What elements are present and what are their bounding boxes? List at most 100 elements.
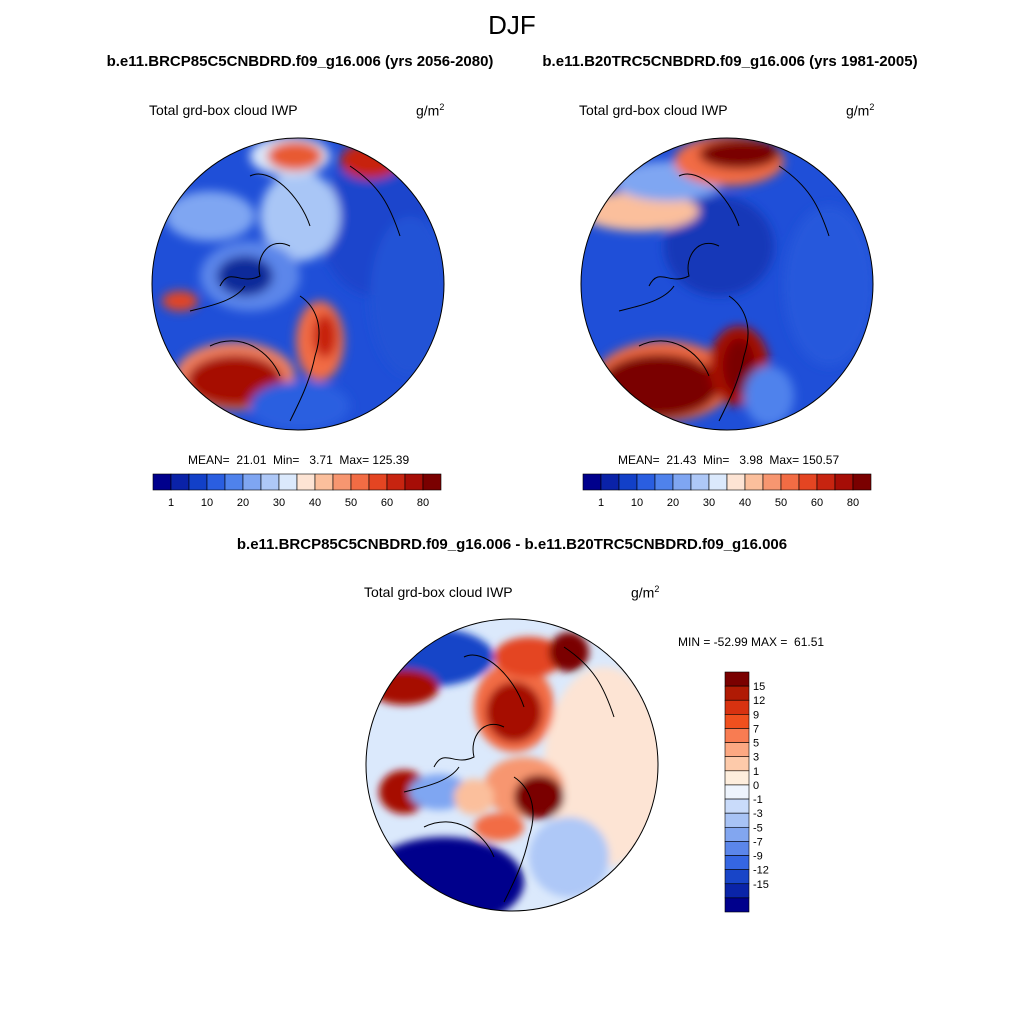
case-title-left: b.e11.BRCP85C5CNBDRD.f09_g16.006 (yrs 20… <box>106 53 494 70</box>
right-colorbar-label: 50 <box>775 497 787 509</box>
figure-title: DJF <box>488 10 536 40</box>
right-units-base: g/m <box>846 102 870 119</box>
left-variable-label: Total grd-box cloud IWP <box>149 102 298 118</box>
diff-colorbar-label: -7 <box>753 836 763 848</box>
left-polar-map <box>151 137 445 431</box>
left-colorbar-box <box>224 473 244 491</box>
diff-colorbar-box <box>724 699 750 715</box>
case-title-right: b.e11.B20TRC5CNBDRD.f09_g16.006 (yrs 198… <box>542 53 918 70</box>
diff-colorbar-label: 0 <box>753 780 759 792</box>
diff-colorbar-label: -15 <box>753 879 769 891</box>
left-units-label: g/m2 <box>416 102 444 119</box>
left-colorbar-label: 40 <box>309 497 321 509</box>
right-colorbar-box <box>672 473 692 491</box>
right-colorbar-box <box>690 473 710 491</box>
diff-colorbar-box <box>724 855 750 870</box>
right-variable-label: Total grd-box cloud IWP <box>579 102 728 118</box>
right-colorbar-box <box>834 473 854 491</box>
left-units-exp: 2 <box>439 102 445 112</box>
left-stats: MEAN= 21.01 Min= 3.71 Max= 125.39 <box>188 453 410 467</box>
diff-colorbar-label: 15 <box>753 681 765 693</box>
diff-colorbar-box <box>724 714 750 729</box>
left-colorbar-box <box>152 473 172 491</box>
diff-colorbar-label: -12 <box>753 865 769 877</box>
right-colorbar-label: 10 <box>631 497 643 509</box>
left-colorbar-label: 10 <box>201 497 213 509</box>
diff-colorbar-label: 7 <box>753 723 759 735</box>
diff-colorbar-box <box>724 841 750 856</box>
right-colorbar-box <box>636 473 656 491</box>
left-colorbar-box <box>278 473 298 491</box>
left-colorbar-box <box>242 473 262 491</box>
left-colorbar-label: 20 <box>237 497 249 509</box>
right-colorbar-box <box>654 473 674 491</box>
diff-colorbar-box <box>724 812 750 828</box>
right-colorbar-box <box>618 473 638 491</box>
right-colorbar-box <box>708 473 728 491</box>
diff-colorbar-box <box>724 770 750 786</box>
right-colorbar-label: 30 <box>703 497 715 509</box>
diff-variable-label: Total grd-box cloud IWP <box>364 584 513 600</box>
left-colorbar-box <box>260 473 280 491</box>
diff-colorbar-box <box>724 742 750 758</box>
diff-colorbar-label: 5 <box>753 738 759 750</box>
diff-colorbar-box <box>724 869 750 885</box>
diff-colorbar-label: 9 <box>753 709 759 721</box>
diff-colorbar-box <box>724 798 750 814</box>
left-colorbar-box <box>314 473 334 491</box>
left-colorbar: 1 10 20 30 40 50 60 80 <box>152 473 442 509</box>
right-polar-map <box>580 137 874 431</box>
left-colorbar-box <box>350 473 370 491</box>
left-colorbar-box <box>170 473 190 491</box>
right-colorbar-box <box>726 473 746 491</box>
left-units-base: g/m <box>416 102 440 119</box>
right-colorbar-box <box>798 473 818 491</box>
diff-polar-map <box>365 618 659 912</box>
diff-colorbar-box <box>724 671 750 687</box>
diff-colorbar-box <box>724 883 750 899</box>
right-colorbar-box <box>780 473 800 491</box>
right-units-label: g/m2 <box>846 102 874 119</box>
right-colorbar-label: 60 <box>811 497 823 509</box>
left-colorbar-label: 80 <box>417 497 429 509</box>
diff-colorbar-box <box>724 728 750 743</box>
diff-units-label: g/m2 <box>631 584 659 601</box>
right-colorbar-box <box>600 473 620 491</box>
diff-units-exp: 2 <box>654 584 660 594</box>
right-colorbar-box <box>582 473 602 491</box>
diff-colorbar-label: -1 <box>753 794 763 806</box>
left-colorbar-label: 60 <box>381 497 393 509</box>
diff-colorbar-label: 3 <box>753 752 759 764</box>
right-colorbar-box <box>762 473 782 491</box>
right-colorbar-label: 20 <box>667 497 679 509</box>
diff-colorbar-box <box>724 784 750 800</box>
right-colorbar-label: 40 <box>739 497 751 509</box>
diff-units-base: g/m <box>631 584 655 601</box>
left-colorbar-label: 30 <box>273 497 285 509</box>
right-colorbar-box <box>744 473 764 491</box>
diff-colorbar-box <box>724 756 750 772</box>
right-colorbar-label: 80 <box>847 497 859 509</box>
diff-colorbar-box <box>724 897 750 913</box>
right-units-exp: 2 <box>869 102 875 112</box>
diff-colorbar-label: -5 <box>753 822 763 834</box>
diff-colorbar-label: -3 <box>753 808 763 820</box>
left-colorbar-box <box>404 473 424 491</box>
left-colorbar-box <box>188 473 208 491</box>
left-colorbar-box <box>206 473 226 491</box>
diff-stats: MIN = -52.99 MAX = 61.51 <box>678 635 825 649</box>
diff-colorbar-label: -9 <box>753 851 763 863</box>
left-colorbar-label: 1 <box>168 497 174 509</box>
right-colorbar: 1 10 20 30 40 50 60 80 <box>582 473 872 509</box>
left-colorbar-label: 50 <box>345 497 357 509</box>
left-colorbar-box <box>296 473 316 491</box>
left-colorbar-box <box>386 473 406 491</box>
left-colorbar-box <box>368 473 388 491</box>
diff-colorbar-box <box>724 685 750 701</box>
left-colorbar-box <box>332 473 352 491</box>
diff-colorbar: 15 12 9 7 5 3 1 0 -1 -3 -5 -7 -9 -12 -15 <box>724 671 769 913</box>
right-colorbar-box <box>852 473 872 491</box>
right-colorbar-box <box>816 473 836 491</box>
diff-title: b.e11.BRCP85C5CNBDRD.f09_g16.006 - b.e11… <box>236 536 788 553</box>
diff-colorbar-label: 1 <box>753 766 759 778</box>
